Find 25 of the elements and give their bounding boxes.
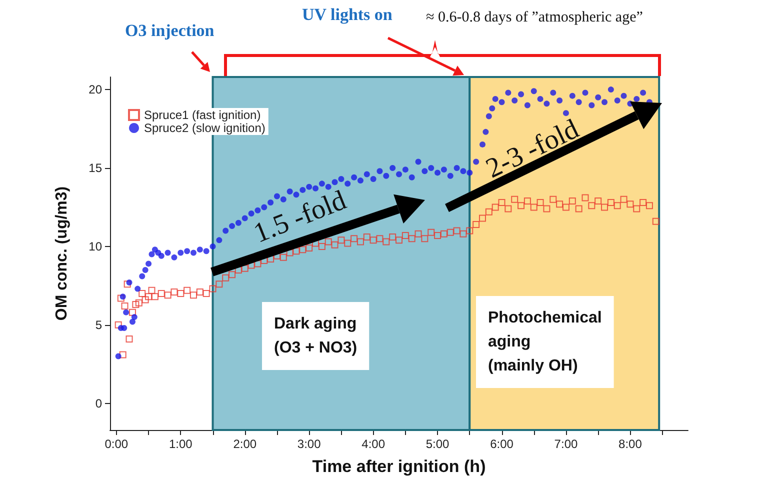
y-tick-label: 20 (88, 82, 102, 97)
x-tick-label: 1:00 (168, 437, 193, 451)
y-tick-label: 0 (95, 396, 102, 410)
legend-label: Spruce1 (fast ignition) (144, 108, 261, 122)
x-tick-label: 3:00 (297, 437, 322, 451)
x-tick-label: 7:00 (554, 437, 578, 451)
y-tick-label: 10 (88, 239, 102, 254)
legend-label: Spruce2 (slow ignition) (144, 121, 266, 135)
y-tick-label: 5 (95, 318, 102, 332)
text: UV lights on (302, 5, 393, 24)
x-tick-label: 4:00 (362, 437, 386, 451)
annotation: 1.5 -fold (249, 184, 350, 250)
text: O3 injection (125, 21, 215, 40)
x-tick-label: 2:00 (233, 437, 257, 451)
x-tick-label: 6:00 (490, 437, 514, 451)
x-tick-label: 8:00 (618, 437, 642, 451)
y-axis-title: OM conc. (ug/m3) (54, 186, 70, 321)
x-tick-label: 0:00 (104, 437, 128, 451)
x-tick-label: 5:00 (426, 437, 450, 451)
band-label: Photochemical aging (mainly OH) (488, 310, 602, 374)
annotation: 2-3 -fold (481, 114, 584, 185)
x-axis-title: Time after ignition (h) (312, 457, 486, 476)
band-label: Dark aging (O3 + NO3) (274, 316, 358, 356)
y-tick-label: 15 (88, 160, 102, 175)
text: ≈ 0.6-0.8 days of ”atmospheric age” (426, 10, 643, 26)
